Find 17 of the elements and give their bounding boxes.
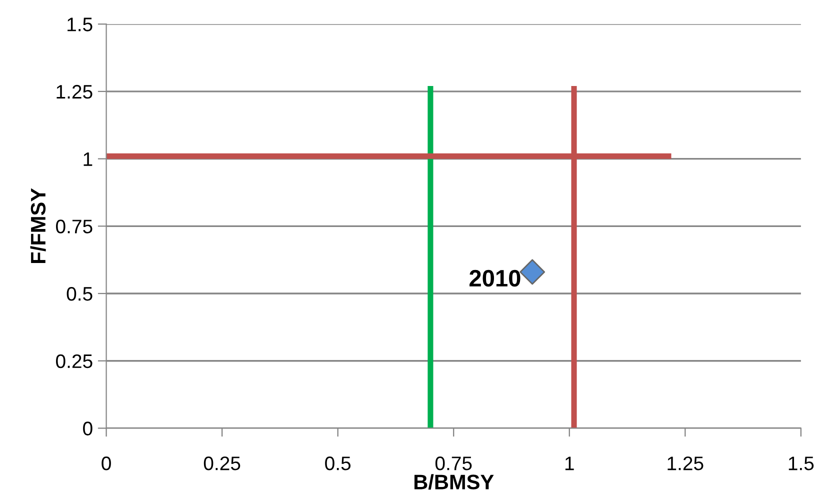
- x-tick-label: 1.5: [788, 456, 814, 470]
- y-tick-label: 0: [83, 422, 92, 436]
- x-tick-label: 1: [565, 456, 574, 470]
- y-tick-label: 1.5: [68, 18, 92, 32]
- y-tick-label: 0.5: [66, 286, 92, 301]
- x-axis-title: B/BMSY: [414, 474, 494, 490]
- x-tick-label: 0.75: [435, 456, 472, 470]
- y-tick-label: 0.75: [56, 220, 92, 234]
- y-tick-label: 1: [84, 152, 92, 166]
- x-tick-label: 0.25: [204, 456, 240, 470]
- x-tick-label: 0.5: [325, 456, 351, 470]
- x-tick-label: 0: [102, 456, 111, 470]
- y-axis-title: F/FMSY: [30, 188, 46, 263]
- annotation: 2010: [470, 270, 520, 287]
- y-tick-label: 0.25: [56, 354, 92, 368]
- y-tick-label: 1.25: [56, 84, 92, 99]
- x-tick-label: 1.25: [668, 456, 704, 470]
